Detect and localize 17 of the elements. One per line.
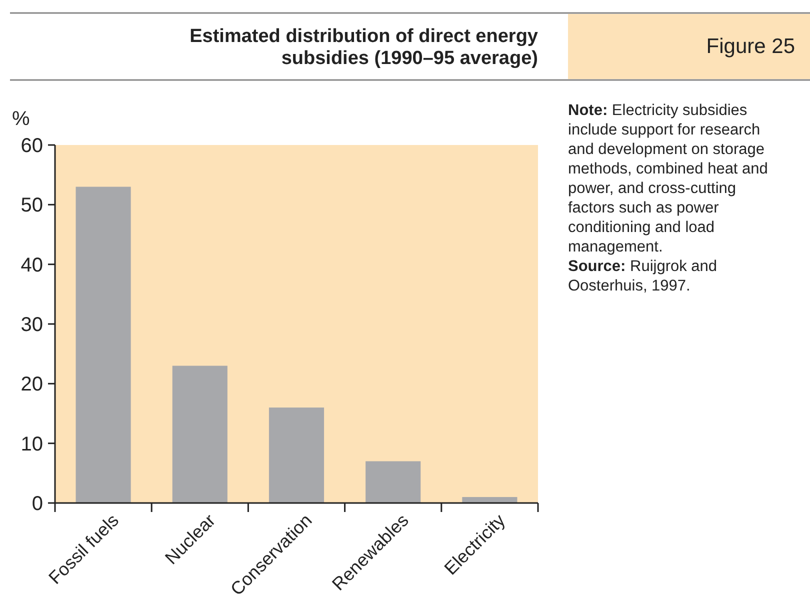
y-tick-label: 0 — [32, 493, 43, 515]
source-note: Source: Ruijgrok and Oosterhuis, 1997. — [568, 258, 718, 294]
chart-title: Estimated distribution of direct energy subsidies (1990–95 average) — [190, 26, 538, 69]
text: Note: Electricity subsidies include support for research and development on storage methods, combined heat and power, and cross-cutting factors such as power conditioning and load management. — [568, 102, 768, 256]
bar — [76, 186, 131, 503]
y-tick-label: 30 — [20, 314, 43, 336]
bar — [366, 461, 421, 503]
bar — [172, 366, 228, 503]
y-tick-label: 20 — [20, 374, 43, 396]
bar — [462, 497, 518, 503]
text: Figure 25 — [706, 35, 795, 58]
y-tick-label: 40 — [20, 254, 43, 276]
y-axis-title: % — [12, 108, 30, 130]
y-tick-label: 60 — [20, 135, 43, 157]
y-tick-label: 50 — [20, 194, 43, 217]
bar — [268, 408, 324, 503]
y-tick-label: 10 — [20, 433, 43, 456]
